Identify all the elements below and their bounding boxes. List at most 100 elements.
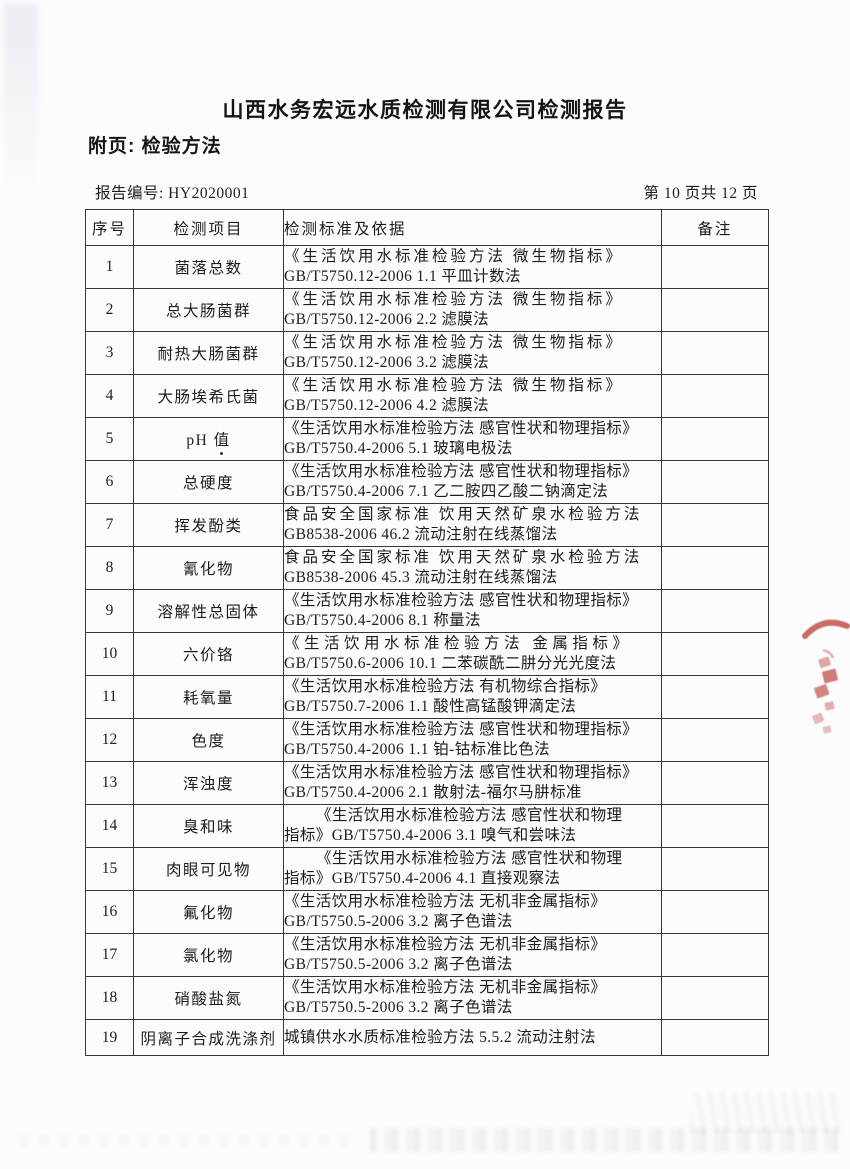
remark-cell <box>661 288 769 332</box>
method-standard: 《生活饮用水标准检验方法 微生物指标》 GB/T5750.12-2006 3.2 … <box>283 331 662 375</box>
table-row: 5 pH 值 《生活饮用水标准检验方法 感官性状和物理指标》 GB/T5750.4-2… <box>85 417 769 461</box>
method-line-1: 《生活饮用水标准检验方法 微生物指标》 <box>284 334 624 351</box>
page-indicator: 第 10 页共 12 页 <box>643 185 758 202</box>
method-line-1: 《生活饮用水标准检验方法 微生物指标》 <box>284 377 624 394</box>
red-seal-stamp-partial <box>802 619 850 734</box>
method-standard: 《生活饮用水标准检验方法 感官性状和物理指标》 GB/T5750.4-2006 8… <box>283 589 662 633</box>
method-standard: 《生活饮用水标准检验方法 感官性状和物理指标》 GB/T5750.4-2006 5… <box>283 417 662 461</box>
test-item: 浑浊度 <box>133 761 284 805</box>
scan-noise-left <box>20 1135 360 1147</box>
method-standard: 《生活饮用水标准检验方法 感官性状和物理指标》GB/T5750.4-2006 3… <box>283 804 662 848</box>
method-line-1: 《生活饮用水标准检验方法 感官性状和物理 <box>316 850 623 867</box>
method-standard: 《生活饮用水标准检验方法 无机非金属指标》 GB/T5750.5-2006 3.2… <box>283 890 662 934</box>
test-item-label: 臭和味 <box>182 819 234 836</box>
method-line-2: GB/T5750.4-2006 5.1 玻璃电极法 <box>284 440 513 457</box>
method-line-1: 《生活饮用水标准检验方法 无机非金属指标》 <box>284 893 607 910</box>
scan-noise-corner <box>690 1092 840 1134</box>
remark-cell <box>661 890 769 934</box>
method-line-2: GB/T5750.4-2006 2.1 散射法-福尔马肼标准 <box>284 784 582 801</box>
remark-cell <box>661 331 769 375</box>
method-line-2: GB8538-2006 46.2 流动注射在线蒸馏法 <box>284 526 558 543</box>
row-number: 19 <box>85 1019 134 1056</box>
test-item: 菌落总数 <box>133 245 284 289</box>
method-standard: 城镇供水水质标准检验方法 5.5.2 流动注射法 <box>283 1019 662 1056</box>
test-item: pH 值 <box>133 417 284 461</box>
table-row: 18 硝酸盐氮 《生活饮用水标准检验方法 无机非金属指标》 GB/T5750.5-20… <box>85 976 769 1020</box>
method-line-1: 《生活饮用水标准检验方法 感官性状和物理指标》 <box>284 764 639 781</box>
method-line-1: 《生活饮用水标准检验方法 感官性状和物理 <box>316 807 623 824</box>
method-line-2: 指标》GB/T5750.4-2006 3.1 嗅气和尝味法 <box>284 827 577 844</box>
row-number: 6 <box>85 460 134 504</box>
table-row: 14 臭和味 《生活饮用水标准检验方法 感官性状和物理指标》GB/T5750.4-2… <box>85 804 769 848</box>
remark-cell <box>661 417 769 461</box>
method-standard: 食品安全国家标准 饮用天然矿泉水检验方法 GB8538-2006 46.2 流动注… <box>283 503 662 547</box>
appendix-subtitle: 附页: 检验方法 <box>88 136 222 157</box>
table-row: 4 大肠埃希氏菌 《生活饮用水标准检验方法 微生物指标》 GB/T5750.12-20… <box>85 374 769 418</box>
test-item-label: 氯化物 <box>182 948 234 965</box>
method-line-2: GB/T5750.5-2006 3.2 离子色谱法 <box>284 956 513 973</box>
method-line-1: 城镇供水水质标准检验方法 5.5.2 流动注射法 <box>284 1028 596 1046</box>
method-line-1: 食品安全国家标准 饮用天然矿泉水检验方法 <box>284 506 643 523</box>
test-item-label: 色度 <box>191 733 226 750</box>
row-number: 10 <box>85 632 134 676</box>
method-line-2: GB/T5750.12-2006 1.1 平皿计数法 <box>284 268 521 285</box>
table-row: 15 肉眼可见物 《生活饮用水标准检验方法 感官性状和物理 指标》GB/T5750.4… <box>85 847 769 891</box>
row-number: 16 <box>85 890 134 934</box>
table-row: 1 菌落总数 《生活饮用水标准检验方法 微生物指标》 GB/T5750.12-2006… <box>85 245 769 289</box>
test-item-label: 氟化物 <box>182 905 234 922</box>
method-standard: 《生活饮用水标准检验方法 有机物综合指标》 GB/T5750.7-2006 1.1… <box>283 675 662 719</box>
test-item: 氯化物 <box>133 933 284 977</box>
test-item: 氟化物 <box>133 890 284 934</box>
row-number: 14 <box>85 804 134 848</box>
meta-row: 报告编号: HY2020001 第 10 页共 12 页 <box>95 181 758 203</box>
test-item-label: pH 值 <box>186 432 231 449</box>
table-row: 9 溶解性总固体 《生活饮用水标准检验方法 感官性状和物理指标》 GB/T5750.4… <box>85 589 769 633</box>
row-number: 9 <box>85 589 134 633</box>
table-row: 6 总硬度 《生活饮用水标准检验方法 感官性状和物理指标》 GB/T5750.4-20… <box>85 460 769 504</box>
test-item-label: 氰化物 <box>182 561 234 578</box>
page-title: 山西水务宏远水质检测有限公司检测报告 <box>222 99 628 122</box>
method-line-1: 食品安全国家标准 饮用天然矿泉水检验方法 <box>284 549 643 566</box>
scan-noise-bottom <box>370 1128 840 1152</box>
test-item-label: 硝酸盐氮 <box>174 991 243 1008</box>
scan-dot-artifact <box>220 452 224 455</box>
table-row: 16 氟化物 《生活饮用水标准检验方法 无机非金属指标》 GB/T5750.5-200… <box>85 890 769 934</box>
method-standard: 《生活饮用水标准检验方法 感官性状和物理指标》 GB/T5750.4-2006 2… <box>283 761 662 805</box>
test-item: 阴离子合成洗涤剂 <box>133 1019 284 1056</box>
method-line-1: 《生活饮用水标准检验方法 微生物指标》 <box>284 291 624 308</box>
method-line-1: 《生活饮用水标准检验方法 金属指标》 <box>284 635 633 652</box>
row-number: 5 <box>85 417 134 461</box>
test-item-label: 溶解性总固体 <box>157 604 260 621</box>
method-line-2: 指标》GB/T5750.4-2006 4.1 直接观察法 <box>284 870 561 887</box>
method-line-1: 《生活饮用水标准检验方法 感官性状和物理指标》 <box>284 463 639 480</box>
row-number: 4 <box>85 374 134 418</box>
method-line-2: GB/T5750.12-2006 2.2 滤膜法 <box>284 311 490 328</box>
methods-table: 序号 检测项目 检测标准及依据 备注 1 菌落总数 《生活饮用水标准检验方法 微生物… <box>85 209 769 1056</box>
remark-cell <box>661 589 769 633</box>
test-item: 总硬度 <box>133 460 284 504</box>
table-row: 19 阴离子合成洗涤剂 城镇供水水质标准检验方法 5.5.2 流动注射法 <box>85 1019 769 1056</box>
test-item-label: 六价铬 <box>182 647 234 664</box>
test-item-label: 挥发酚类 <box>174 518 243 535</box>
method-line-2: GB/T5750.7-2006 1.1 酸性高锰酸钾滴定法 <box>284 698 577 715</box>
method-standard: 食品安全国家标准 饮用天然矿泉水检验方法 GB8538-2006 45.3 流动注… <box>283 546 662 590</box>
remark-cell <box>661 503 769 547</box>
remark-cell <box>661 933 769 977</box>
method-standard: 《生活饮用水标准检验方法 感官性状和物理指标》GB/T5750.4-2006 4… <box>283 847 662 891</box>
header-no: 序号 <box>85 209 134 246</box>
row-number: 3 <box>85 331 134 375</box>
method-line-1: 《生活饮用水标准检验方法 微生物指标》 <box>284 248 624 265</box>
row-number: 18 <box>85 976 134 1020</box>
row-number: 8 <box>85 546 134 590</box>
test-item-label: 阴离子合成洗涤剂 <box>140 1030 277 1048</box>
test-item: 肉眼可见物 <box>133 847 284 891</box>
table-header-row: 序号 检测项目 检测标准及依据 备注 <box>85 209 769 246</box>
table-row: 17 氯化物 《生活饮用水标准检验方法 无机非金属指标》 GB/T5750.5-200… <box>85 933 769 977</box>
method-standard: 《生活饮用水标准检验方法 感官性状和物理指标》 GB/T5750.4-2006 1… <box>283 718 662 762</box>
test-item: 硝酸盐氮 <box>133 976 284 1020</box>
test-item-label: 总大肠菌群 <box>165 303 251 320</box>
table-row: 13 浑浊度 《生活饮用水标准检验方法 感官性状和物理指标》 GB/T5750.4-2… <box>85 761 769 805</box>
method-line-2: GB/T5750.5-2006 3.2 离子色谱法 <box>284 913 513 930</box>
method-line-1: 《生活饮用水标准检验方法 感官性状和物理指标》 <box>284 592 639 609</box>
